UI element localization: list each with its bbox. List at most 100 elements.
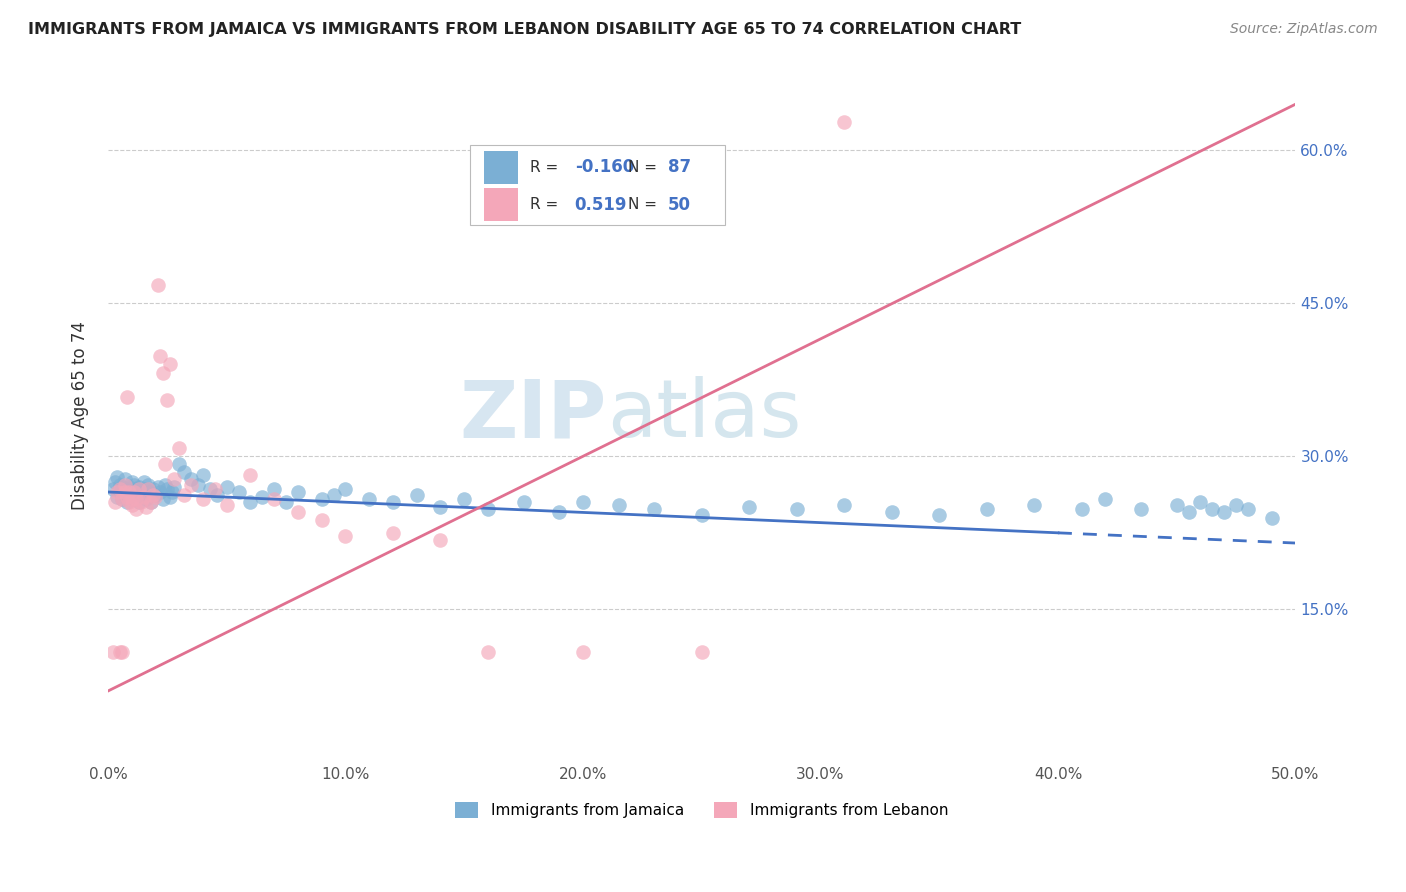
Point (104, 495, 127, 509)
FancyBboxPatch shape (470, 145, 725, 225)
Point (145, 488, 167, 502)
Point (132, 490, 155, 504)
Point (215, 498, 238, 512)
Point (118, 490, 141, 504)
Text: 50: 50 (668, 195, 690, 214)
Point (128, 482, 150, 496)
Point (832, 114, 855, 128)
Point (115, 390, 138, 404)
Point (139, 495, 162, 509)
Text: R =: R = (530, 160, 562, 175)
Point (976, 502, 998, 516)
Point (239, 495, 262, 509)
Point (121, 475, 143, 489)
Text: atlas: atlas (607, 376, 801, 455)
Text: N =: N = (628, 197, 662, 212)
Point (429, 500, 451, 515)
Point (101, 645, 124, 659)
Point (142, 488, 165, 502)
Point (335, 529, 357, 543)
Point (1177, 505, 1199, 519)
Point (738, 500, 761, 515)
Point (477, 502, 499, 516)
Point (173, 465, 195, 479)
Point (128, 495, 150, 509)
Point (122, 485, 145, 500)
Point (108, 645, 131, 659)
Point (111, 645, 134, 659)
Point (1213, 505, 1236, 519)
Point (125, 492, 148, 507)
Point (204, 482, 226, 496)
Point (107, 485, 129, 500)
Point (572, 645, 595, 659)
Point (132, 475, 155, 489)
Point (207, 488, 229, 502)
Point (107, 469, 129, 483)
Point (149, 349, 172, 363)
Point (156, 482, 179, 496)
Text: -0.160: -0.160 (575, 158, 634, 177)
Point (121, 498, 143, 512)
Point (228, 485, 250, 500)
Point (104, 475, 127, 489)
Point (191, 467, 214, 482)
Point (274, 495, 297, 509)
Point (107, 490, 129, 504)
Point (118, 495, 141, 509)
Point (287, 485, 309, 500)
Point (167, 441, 190, 455)
Text: ZIP: ZIP (460, 376, 607, 455)
Point (1130, 502, 1153, 516)
Point (1094, 492, 1116, 507)
Point (115, 495, 138, 509)
Point (477, 645, 499, 659)
Point (149, 485, 172, 500)
Text: 0.519: 0.519 (575, 195, 627, 214)
Point (1070, 502, 1092, 516)
Point (146, 277, 169, 292)
Point (129, 485, 152, 500)
Point (152, 492, 174, 507)
Point (1237, 502, 1260, 516)
Point (1166, 498, 1188, 512)
Point (1201, 502, 1223, 516)
Point (156, 393, 179, 408)
Point (159, 490, 181, 504)
Point (453, 492, 475, 507)
Point (311, 512, 333, 526)
Point (118, 480, 141, 494)
Point (572, 495, 595, 509)
Text: R =: R = (530, 197, 568, 212)
Point (108, 485, 131, 500)
Point (139, 495, 162, 509)
Point (1225, 498, 1247, 512)
Point (512, 495, 534, 509)
Point (1024, 498, 1046, 512)
Point (139, 485, 162, 500)
Legend: Immigrants from Jamaica, Immigrants from Lebanon: Immigrants from Jamaica, Immigrants from… (450, 796, 955, 824)
Point (111, 480, 134, 494)
Point (114, 472, 136, 486)
Point (173, 488, 195, 502)
Point (359, 492, 381, 507)
Text: 87: 87 (668, 158, 690, 177)
Point (252, 490, 274, 504)
Point (152, 366, 174, 380)
Point (832, 498, 855, 512)
Point (142, 482, 165, 496)
Point (108, 478, 131, 492)
Point (118, 485, 141, 500)
Point (382, 525, 405, 540)
Point (215, 480, 238, 494)
Point (928, 508, 950, 523)
Point (115, 490, 138, 504)
Point (263, 482, 285, 496)
Point (135, 482, 157, 496)
Text: IMMIGRANTS FROM JAMAICA VS IMMIGRANTS FROM LEBANON DISABILITY AGE 65 TO 74 CORRE: IMMIGRANTS FROM JAMAICA VS IMMIGRANTS FR… (28, 22, 1021, 37)
Point (121, 492, 143, 507)
Text: Source: ZipAtlas.com: Source: ZipAtlas.com (1230, 22, 1378, 37)
Point (138, 482, 160, 496)
Point (125, 488, 148, 502)
Point (405, 488, 427, 502)
